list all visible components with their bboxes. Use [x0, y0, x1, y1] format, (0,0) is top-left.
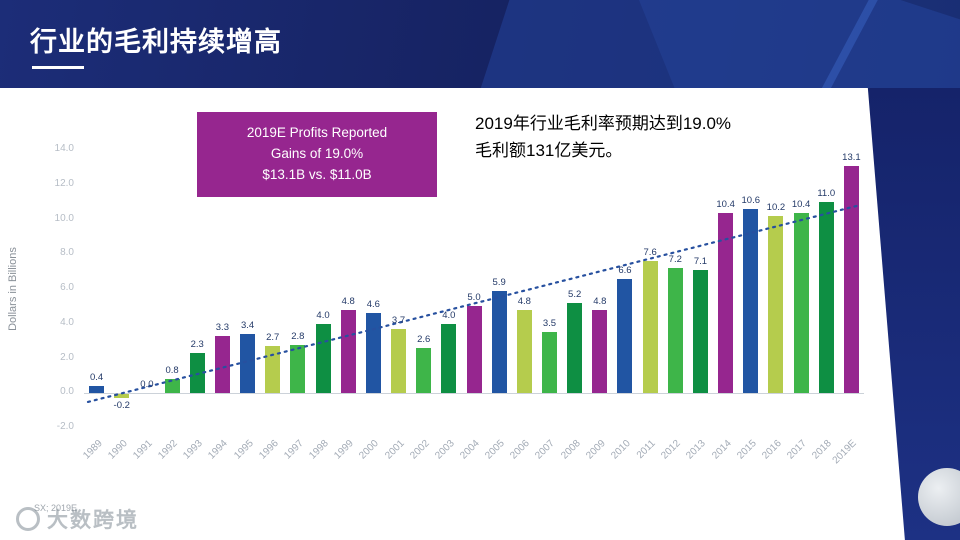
bar-1998	[315, 323, 331, 394]
bar-value-label: 4.8	[593, 295, 607, 307]
bar-2001	[391, 328, 407, 394]
bar-2011	[642, 261, 658, 394]
bar-value-label: 11.0	[817, 188, 836, 200]
source-footnote: SX; 2019E	[34, 503, 78, 513]
bar-value-label: 4.0	[442, 309, 456, 321]
bar-value-label: 10.6	[741, 195, 761, 207]
bar-2017	[793, 212, 809, 394]
annotation-line-2: 毛利额131亿美元。	[475, 141, 623, 161]
callout-line-1: 2019E Profits Reported	[246, 125, 388, 140]
bar-value-label: 0.0	[140, 379, 154, 391]
bar-chart: Dollars in Billions 14.0 12.0 10.0 8.0 6.0 4.…	[7, 143, 910, 485]
bar-value-label: 4.0	[316, 309, 330, 321]
bar-1995	[240, 334, 256, 394]
callout-box: 2019E Profits Reported Gains of 19.0% $1…	[197, 112, 437, 197]
bar-2004	[466, 306, 482, 394]
bar-2006	[516, 309, 532, 394]
bar-2008	[567, 302, 583, 394]
bar-2003	[441, 323, 457, 394]
annotation-line-1: 2019年行业毛利率预期达到19.0%	[475, 114, 732, 133]
watermark-logo-icon	[16, 507, 40, 531]
bar-2012	[667, 268, 683, 394]
y-tick-label: 0.0	[60, 386, 74, 398]
bar-value-label: 4.6	[366, 299, 380, 311]
callout-line-2: Gains of 19.0%	[270, 145, 364, 161]
bar-1994	[214, 335, 230, 394]
bar-value-label: 6.6	[618, 264, 632, 276]
bar-1989	[89, 386, 105, 394]
title-underline	[32, 66, 84, 69]
y-axis-ticks: 14.0 12.0 10.0 8.0 6.0 4.0 2.0 0.0 -2.0	[40, 143, 74, 432]
bar-value-label: 3.5	[542, 318, 557, 330]
bar-2009	[592, 309, 608, 394]
bar-value-label: 2.3	[190, 339, 204, 351]
bar-1999	[340, 309, 356, 394]
bar-value-label: 0.4	[89, 372, 104, 384]
watermark: 大数跨境	[16, 504, 139, 534]
bar-value-label: 4.8	[517, 295, 531, 307]
bar-2015	[743, 209, 759, 394]
bar-value-label: 5.9	[492, 276, 506, 288]
bar-1992	[164, 379, 180, 394]
bar-2002	[416, 348, 432, 394]
y-tick-label: 6.0	[60, 282, 74, 293]
watermark-text: 大数跨境	[47, 509, 139, 532]
bar-value-label: 7.1	[693, 255, 708, 267]
bar-value-label: 3.7	[391, 314, 406, 326]
bar-1993	[189, 353, 205, 394]
bar-2000	[365, 313, 381, 394]
bar-1990	[114, 394, 130, 398]
bar-value-label: 2.8	[291, 330, 305, 342]
bar-2013	[692, 269, 708, 394]
bar-2014	[718, 212, 734, 394]
callout-line-3: $13.1B vs. $11.0B	[262, 166, 372, 182]
y-tick-label: 8.0	[60, 247, 74, 259]
bar-2010	[617, 278, 633, 394]
y-axis-title: Dollars in Billions	[7, 247, 19, 331]
bar-value-label: -0.2	[113, 399, 130, 411]
y-tick-label: -2.0	[56, 421, 74, 432]
y-tick-label: 12.0	[54, 177, 74, 189]
bar-value-label: 10.4	[716, 198, 735, 210]
bar-2019E	[843, 165, 859, 394]
header: 行业的毛利持续增高	[0, 0, 960, 88]
bar-2007	[541, 332, 557, 394]
plot-area: 0.4 1989 -0.2 1990 0.0 1991 0.8 1992 2.3 1993 3.3 1…	[81, 150, 864, 466]
bar-value-label: 13.1	[842, 151, 861, 163]
y-tick-label: 4.0	[60, 316, 74, 328]
bar-value-label: 3.4	[240, 320, 255, 332]
y-tick-label: 10.0	[54, 212, 74, 224]
bar-value-label: 10.4	[791, 198, 811, 210]
header-decor-shape	[478, 0, 960, 88]
bar-value-label: 0.8	[165, 365, 179, 377]
y-tick-label: 2.0	[60, 351, 74, 363]
annotation-text: 2019年行业毛利率预期达到19.0% 毛利额131亿美元。	[475, 110, 731, 164]
bar-2018	[818, 202, 834, 394]
y-tick-label: 14.0	[54, 143, 74, 154]
bar-value-label: 5.0	[467, 292, 481, 304]
bar-2016	[768, 216, 784, 394]
bar-2005	[491, 290, 507, 394]
slide-title: 行业的毛利持续增高	[30, 27, 282, 57]
corner-circle-decor	[918, 468, 960, 526]
bar-1996	[265, 346, 281, 394]
bar-1997	[290, 344, 306, 394]
bar-value-label: 2.6	[417, 334, 431, 346]
